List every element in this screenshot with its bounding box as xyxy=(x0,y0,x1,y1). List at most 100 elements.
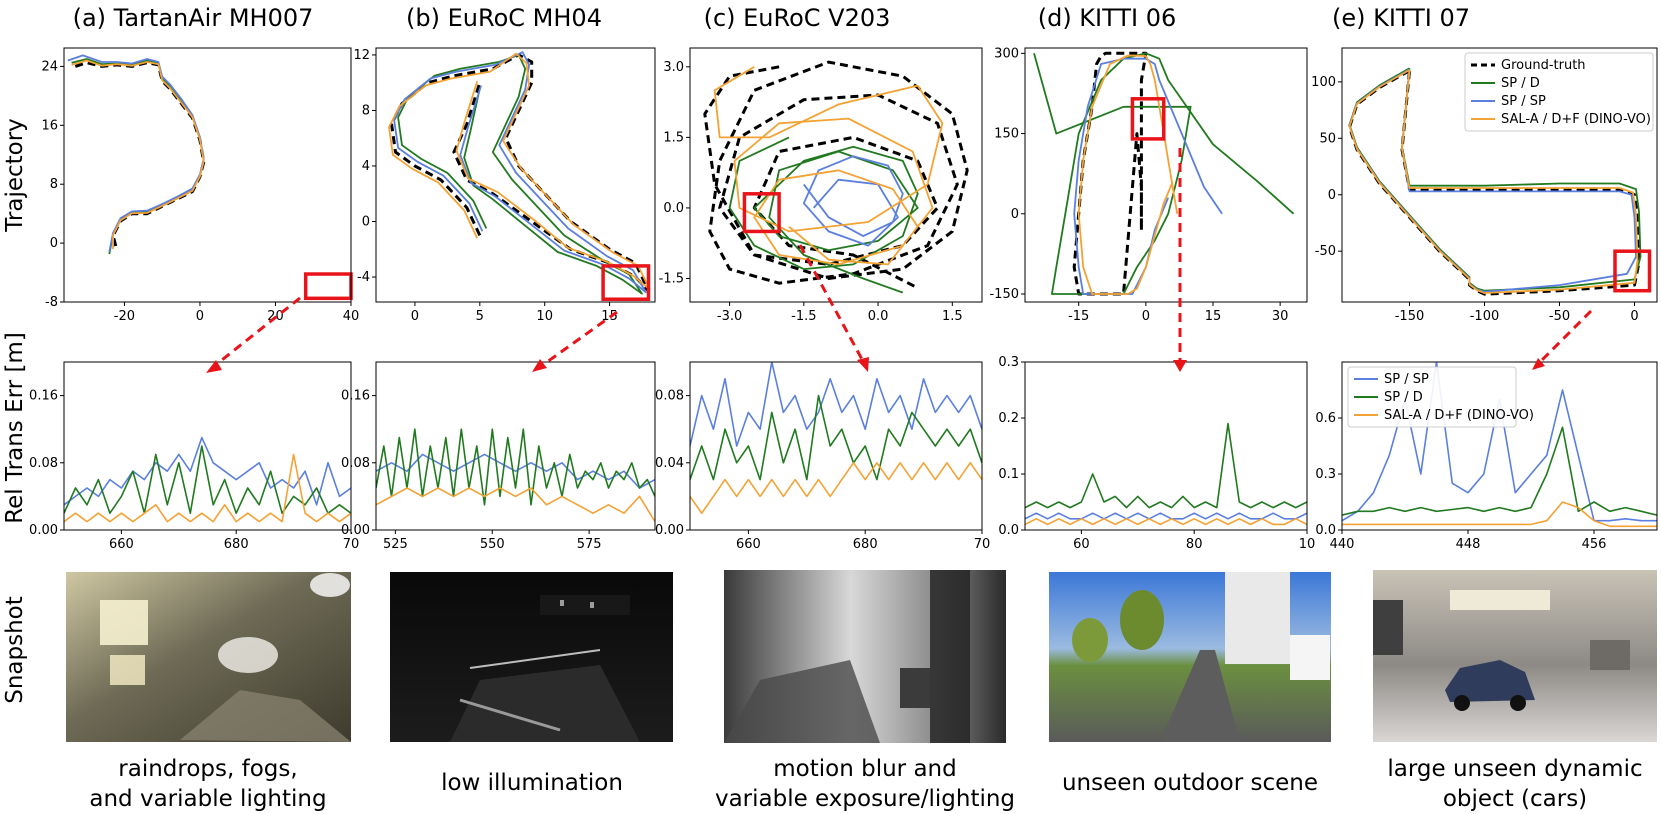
y-tick-label: 3.0 xyxy=(663,60,684,75)
panel-2: -3.0 -1.5 0.0 1.5 -1.5 0.0 1.5 3.0 xyxy=(659,47,983,324)
legend-entry: SP / SP xyxy=(1501,94,1546,109)
panel-7: 660 680 70 0.00 0.04 0.08 xyxy=(655,361,990,552)
series-line-dino_vo xyxy=(388,52,651,291)
panel-4: -150 -100 -50 0 -50 0 50 100 Ground-truth SP / D S… xyxy=(1311,47,1658,324)
y-tick-label: 0.0 xyxy=(998,523,1019,538)
highlight-box xyxy=(1130,97,1166,141)
x-tick-label: 10 xyxy=(536,309,553,324)
legend-frame xyxy=(1347,366,1517,428)
y-tick-label: 0.08 xyxy=(29,456,58,471)
y-tick-label: 0.3 xyxy=(1315,467,1336,482)
x-tick-label: 550 xyxy=(480,537,505,552)
y-tick-label: 0.16 xyxy=(29,389,58,404)
caption-kitti-07-line2: object (cars) xyxy=(1442,786,1588,812)
plot-frame xyxy=(689,47,983,303)
plot-area xyxy=(64,48,351,302)
y-tick-label: 0.00 xyxy=(655,523,684,538)
snapshot-euroc-mh04 xyxy=(390,572,673,742)
y-tick-label: -50 xyxy=(1315,244,1336,259)
plot-area xyxy=(690,362,982,530)
series-line-dino_vo xyxy=(1342,501,1657,528)
caption-tartanair: raindrops, fogs, and variable lighting xyxy=(58,754,358,814)
legend: Ground-truth SP / D SP / SP SAL-A / D+F (DI… xyxy=(1464,52,1654,132)
y-tick-label: 24 xyxy=(41,59,58,74)
x-tick-label: -20 xyxy=(114,309,135,324)
series-line-ground_truth xyxy=(703,60,969,290)
caption-kitti-07-line1: large unseen dynamic xyxy=(1387,756,1643,782)
y-tick-label: 0 xyxy=(1328,188,1336,203)
y-tick-label: -1.5 xyxy=(659,271,684,286)
x-tick-label: 680 xyxy=(224,537,249,552)
series-line-dino_vo xyxy=(690,461,982,515)
arrow-head-e xyxy=(1532,358,1545,370)
series-line-sp_sp xyxy=(376,453,655,489)
series-group xyxy=(376,428,655,523)
plot-frame xyxy=(1341,361,1658,531)
plot-frame xyxy=(1024,47,1308,303)
arrow-a xyxy=(212,296,301,369)
x-tick-label: 30 xyxy=(1272,309,1289,324)
caption-tartanair-line2: and variable lighting xyxy=(89,786,327,812)
row-label-snapshot: Snapshot xyxy=(2,596,28,704)
snapshot-kitti-07 xyxy=(1373,570,1657,742)
panel-9: 440 448 456 0.0 0.3 0.6 SP / SP SP / D SAL-A / D… xyxy=(1315,361,1658,552)
y-tick-label: 0.08 xyxy=(655,389,684,404)
panel-6: 525 550 575 0.00 0.08 0.16 xyxy=(341,361,656,552)
y-tick-label: 0.00 xyxy=(341,523,370,538)
x-tick-label: -3.0 xyxy=(717,309,742,324)
plot-area xyxy=(1025,48,1307,302)
y-tick-label: 300 xyxy=(994,46,1019,61)
series-line-ground_truth xyxy=(390,53,650,293)
plot-area xyxy=(376,362,655,530)
y-tick-label: 8 xyxy=(50,177,58,192)
highlight-box xyxy=(601,264,651,301)
x-tick-label: 80 xyxy=(1186,537,1203,552)
legend-entry: Ground-truth xyxy=(1501,58,1586,73)
x-tick-label: 660 xyxy=(736,537,761,552)
series-group xyxy=(1348,67,1642,296)
series-line-sp_d xyxy=(1342,426,1657,516)
x-tick-label: 0.0 xyxy=(868,309,889,324)
highlight-box xyxy=(1613,249,1652,293)
series-group xyxy=(703,60,969,294)
series-line-dino_vo xyxy=(64,453,351,523)
plot-area xyxy=(1025,362,1307,530)
x-tick-label: -50 xyxy=(1549,309,1570,324)
series-group xyxy=(690,362,982,515)
series-line-dino_vo xyxy=(376,487,655,523)
plot-frame xyxy=(689,361,983,531)
y-tick-label: -150 xyxy=(989,287,1019,302)
y-tick-label: 0.16 xyxy=(341,389,370,404)
panel-5: 660 680 70 0.00 0.08 0.16 xyxy=(29,361,359,552)
plot-area xyxy=(376,48,655,302)
x-tick-label: 10 xyxy=(1299,537,1316,552)
x-tick-label: 0 xyxy=(1142,309,1150,324)
series-line-sp_sp xyxy=(393,51,647,294)
y-tick-label: 0 xyxy=(1011,207,1019,222)
series-line-dino_vo xyxy=(1348,69,1639,294)
x-tick-label: -100 xyxy=(1470,309,1500,324)
y-tick-label: 0.00 xyxy=(29,523,58,538)
snapshot-euroc-v203 xyxy=(724,570,1006,743)
series-line-sp_sp xyxy=(690,362,982,447)
series-group xyxy=(67,54,206,255)
x-tick-label: 660 xyxy=(109,537,134,552)
snapshot-kitti-06 xyxy=(1049,572,1331,742)
plot-frame xyxy=(1024,361,1308,531)
legend-entry: SP / D xyxy=(1501,76,1540,91)
series-group xyxy=(64,436,351,523)
y-tick-label: 50 xyxy=(1319,131,1336,146)
plot-frame xyxy=(375,47,656,303)
y-tick-label: 0.3 xyxy=(998,355,1019,370)
series-line-dino_vo xyxy=(1025,517,1307,526)
snapshot-tartanair xyxy=(66,572,351,742)
x-tick-label: 0 xyxy=(1630,309,1638,324)
plot-frame xyxy=(375,361,656,531)
row-label-error: Rel Trans Err [m] xyxy=(2,332,28,524)
row-label-trajectory: Trajectory xyxy=(2,118,28,233)
y-tick-label: 0.08 xyxy=(341,456,370,471)
series-line-dino_vo xyxy=(713,66,944,266)
